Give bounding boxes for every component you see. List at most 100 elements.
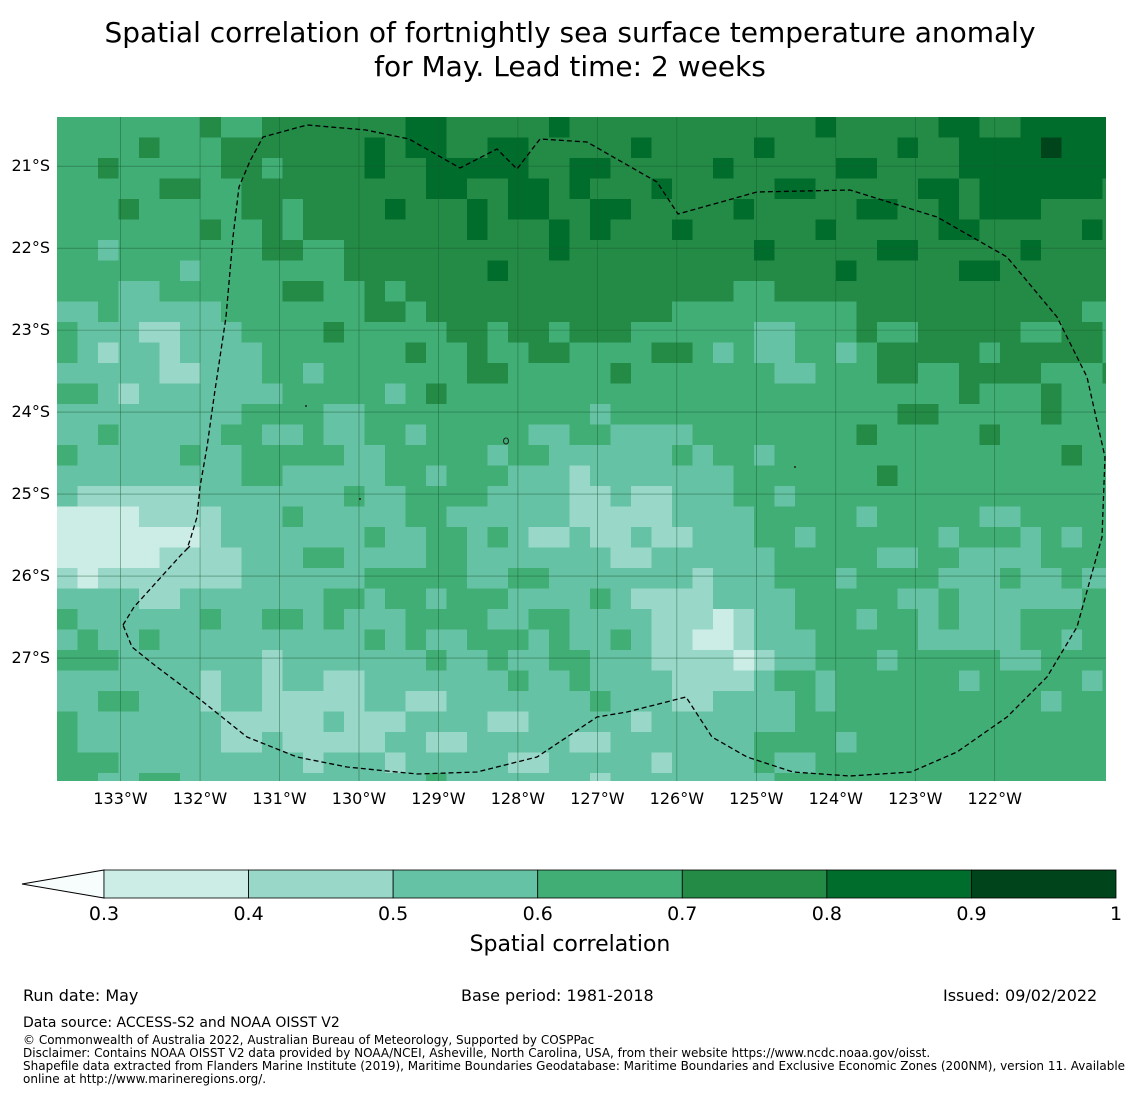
heatmap-cell bbox=[221, 711, 243, 733]
heatmap-cell bbox=[959, 342, 981, 364]
heatmap-cell bbox=[938, 691, 960, 713]
heatmap-cell bbox=[303, 158, 325, 180]
heatmap-cell bbox=[1102, 281, 1106, 303]
heatmap-cell bbox=[795, 568, 817, 590]
heatmap-cell bbox=[323, 506, 345, 528]
heatmap-cell bbox=[426, 281, 448, 303]
heatmap-cell bbox=[631, 486, 653, 508]
heatmap-cell bbox=[508, 424, 530, 446]
heatmap-cell bbox=[200, 260, 222, 282]
heatmap-cell bbox=[672, 711, 694, 733]
heatmap-cell bbox=[549, 691, 571, 713]
heatmap-cell bbox=[426, 732, 448, 754]
heatmap-cell bbox=[303, 629, 325, 651]
heatmap-cell bbox=[385, 445, 407, 467]
heatmap-cell bbox=[364, 240, 386, 262]
heatmap-cell bbox=[221, 158, 243, 180]
heatmap-cell bbox=[569, 363, 591, 385]
heatmap-cell bbox=[200, 568, 222, 590]
heatmap-cell bbox=[282, 732, 304, 754]
heatmap-cell bbox=[200, 588, 222, 610]
heatmap-cell bbox=[590, 301, 612, 323]
heatmap-cell bbox=[508, 137, 530, 159]
heatmap-cell bbox=[241, 609, 263, 631]
heatmap-cell bbox=[979, 117, 1001, 139]
heatmap-cell bbox=[774, 137, 796, 159]
heatmap-cell bbox=[98, 506, 120, 528]
heatmap-cell bbox=[1082, 342, 1104, 364]
heatmap-cell bbox=[139, 588, 161, 610]
heatmap-cell bbox=[200, 383, 222, 405]
heatmap-cell bbox=[836, 342, 858, 364]
heatmap-cell bbox=[590, 363, 612, 385]
heatmap-cell bbox=[282, 301, 304, 323]
heatmap-cell bbox=[672, 178, 694, 200]
heatmap-cell bbox=[877, 219, 899, 241]
heatmap-cell bbox=[508, 363, 530, 385]
heatmap-cell bbox=[180, 260, 202, 282]
heatmap-cell bbox=[938, 240, 960, 262]
heatmap-cell bbox=[77, 363, 99, 385]
heatmap-cell bbox=[877, 609, 899, 631]
heatmap-cell bbox=[651, 281, 673, 303]
heatmap-cell bbox=[323, 609, 345, 631]
heatmap-cell bbox=[918, 117, 940, 139]
heatmap-cell bbox=[897, 363, 919, 385]
heatmap-cell bbox=[303, 445, 325, 467]
heatmap-cell bbox=[118, 137, 140, 159]
heatmap-cell bbox=[1082, 465, 1104, 487]
heatmap-cell bbox=[159, 281, 181, 303]
heatmap-cell bbox=[918, 281, 940, 303]
heatmap-cell bbox=[467, 691, 489, 713]
heatmap-cell bbox=[1020, 691, 1042, 713]
longitude-label: 124°W bbox=[808, 789, 863, 808]
heatmap-cell bbox=[651, 568, 673, 590]
heatmap-cell bbox=[159, 629, 181, 651]
heatmap-cell bbox=[836, 588, 858, 610]
heatmap-cell bbox=[795, 609, 817, 631]
heatmap-cell bbox=[1020, 732, 1042, 754]
heatmap-cell bbox=[159, 752, 181, 774]
heatmap-cell bbox=[897, 773, 919, 781]
heatmap-cell bbox=[159, 609, 181, 631]
heatmap-cell bbox=[303, 363, 325, 385]
heatmap-cell bbox=[528, 158, 550, 180]
heatmap-cell bbox=[200, 342, 222, 364]
heatmap-cell bbox=[364, 691, 386, 713]
heatmap-cell bbox=[303, 199, 325, 221]
heatmap-cell bbox=[139, 773, 161, 781]
heatmap-cell bbox=[918, 137, 940, 159]
heatmap-cell bbox=[979, 158, 1001, 180]
heatmap-cell bbox=[467, 486, 489, 508]
heatmap-cell bbox=[241, 547, 263, 569]
heatmap-cell bbox=[180, 137, 202, 159]
heatmap-cell bbox=[98, 752, 120, 774]
heatmap-cell bbox=[672, 301, 694, 323]
heatmap-cell bbox=[426, 404, 448, 426]
heatmap-cell bbox=[221, 383, 243, 405]
heatmap-cell bbox=[385, 383, 407, 405]
heatmap-cell bbox=[180, 240, 202, 262]
heatmap-cell bbox=[549, 732, 571, 754]
heatmap-cell bbox=[692, 486, 714, 508]
heatmap-cell bbox=[200, 424, 222, 446]
heatmap-cell bbox=[487, 404, 509, 426]
heatmap-cell bbox=[651, 670, 673, 692]
heatmap-cell bbox=[487, 137, 509, 159]
heatmap-cell bbox=[385, 281, 407, 303]
heatmap-cell bbox=[1082, 301, 1104, 323]
heatmap-cell bbox=[774, 281, 796, 303]
heatmap-cell bbox=[118, 711, 140, 733]
correlation-map: 21°S 22°S 23°S 24°S 25°S 26°S 27°S bbox=[11, 117, 1106, 781]
heatmap-cell bbox=[57, 568, 79, 590]
heatmap-cell bbox=[1000, 342, 1022, 364]
heatmap-cell bbox=[487, 301, 509, 323]
heatmap-cell bbox=[549, 588, 571, 610]
heatmap-cell bbox=[364, 629, 386, 651]
heatmap-cell bbox=[528, 568, 550, 590]
heatmap-cell bbox=[1000, 547, 1022, 569]
heatmap-cell bbox=[1082, 260, 1104, 282]
heatmap-cell bbox=[1082, 629, 1104, 651]
heatmap-cell bbox=[672, 260, 694, 282]
heatmap-cell bbox=[569, 117, 591, 139]
